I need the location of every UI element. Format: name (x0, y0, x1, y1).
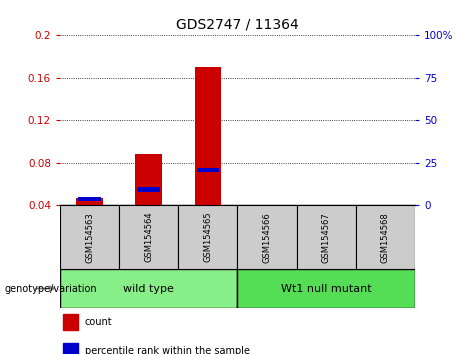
Bar (136, 154, 162, 205)
Text: GSM154567: GSM154567 (322, 212, 331, 263)
Bar (196, 168, 219, 172)
Bar (76, 198, 103, 205)
Text: Wt1 null mutant: Wt1 null mutant (281, 284, 372, 293)
Bar (60, 269, 237, 308)
Bar (356, 205, 415, 269)
Title: GDS2747 / 11364: GDS2747 / 11364 (176, 17, 299, 32)
Bar (237, 269, 415, 308)
Bar (137, 187, 160, 192)
Bar (178, 205, 237, 269)
Bar (119, 205, 178, 269)
Bar (296, 205, 356, 269)
Bar (237, 205, 296, 269)
Bar (195, 67, 221, 205)
Text: GSM154563: GSM154563 (85, 212, 94, 263)
Bar (78, 197, 101, 201)
Bar (64, 343, 77, 354)
Bar (60, 205, 119, 269)
Text: GSM154566: GSM154566 (262, 212, 272, 263)
Text: wild type: wild type (123, 284, 174, 293)
Text: GSM154565: GSM154565 (203, 212, 213, 263)
Text: GSM154568: GSM154568 (381, 212, 390, 263)
Text: GSM154564: GSM154564 (144, 212, 153, 263)
Text: percentile rank within the sample: percentile rank within the sample (85, 346, 250, 354)
Text: genotype/variation: genotype/variation (5, 284, 97, 293)
Bar (64, 314, 77, 330)
Text: count: count (85, 317, 112, 327)
